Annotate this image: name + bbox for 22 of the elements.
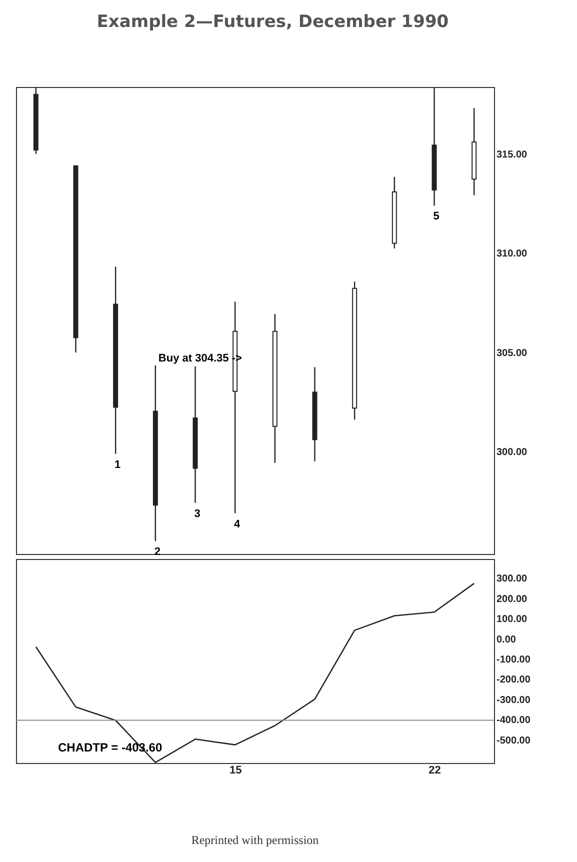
x-tick-label: 15 bbox=[229, 764, 242, 776]
y-tick-label: 300.00 bbox=[496, 574, 528, 585]
annotation: 4 bbox=[234, 518, 242, 530]
text: Reprinted with permission bbox=[191, 833, 319, 847]
y-tick-label: -100.00 bbox=[496, 654, 531, 666]
chart-title: Example 2—Futures, December 1990 bbox=[96, 12, 449, 32]
annotation: 3 bbox=[194, 508, 200, 520]
annotation: 5 bbox=[433, 210, 440, 223]
y-tick-label: -500.00 bbox=[496, 735, 531, 746]
annotation: 1 bbox=[114, 458, 121, 471]
y-tick-label: -400.00 bbox=[496, 715, 531, 726]
y-tick-label: 315.00 bbox=[496, 149, 528, 160]
y-tick-label: -200.00 bbox=[496, 674, 531, 686]
y-tick-label: 100.00 bbox=[496, 614, 528, 626]
y-tick-label: 0.00 bbox=[496, 634, 516, 646]
y-tick-label: 310.00 bbox=[496, 248, 528, 260]
y-tick-label: 200.00 bbox=[496, 594, 528, 605]
y-tick-label: 305.00 bbox=[496, 348, 528, 359]
x-tick-label: 22 bbox=[428, 764, 441, 776]
line-series bbox=[35, 582, 475, 764]
y-tick-label: -300.00 bbox=[496, 694, 531, 706]
y-tick-label: 300.00 bbox=[496, 447, 528, 458]
